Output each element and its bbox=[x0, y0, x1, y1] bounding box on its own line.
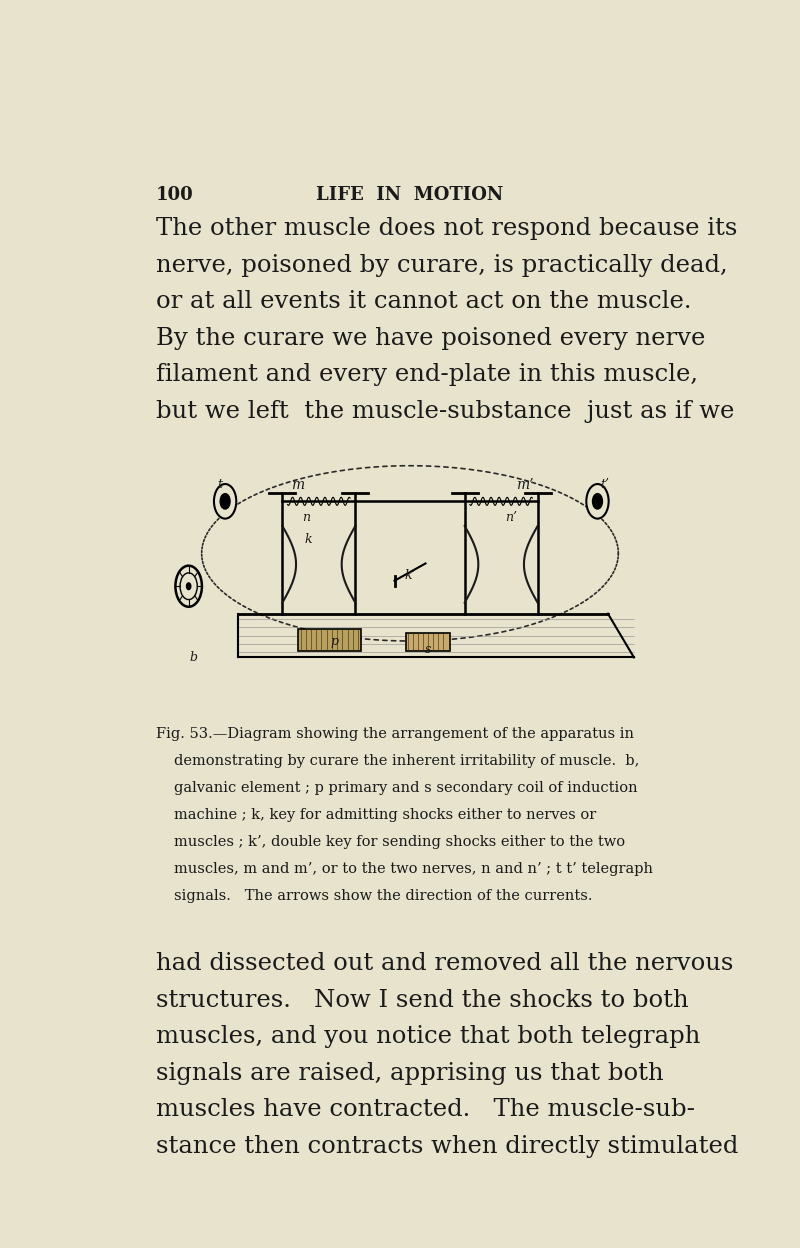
Text: filament and every end-plate in this muscle,: filament and every end-plate in this mus… bbox=[156, 363, 698, 386]
Text: Fig. 53.—Diagram showing the arrangement of the apparatus in: Fig. 53.—Diagram showing the arrangement… bbox=[156, 728, 634, 741]
Text: nerve, poisoned by curare, is practically dead,: nerve, poisoned by curare, is practicall… bbox=[156, 253, 727, 277]
Text: had dissected out and removed all the nervous: had dissected out and removed all the ne… bbox=[156, 952, 733, 975]
Text: muscles have contracted.   The muscle-sub-: muscles have contracted. The muscle-sub- bbox=[156, 1098, 694, 1121]
Text: t: t bbox=[218, 478, 222, 492]
Text: demonstrating by curare the inherent irritability of muscle.  b,: demonstrating by curare the inherent irr… bbox=[174, 754, 640, 769]
Text: galvanic element ; p primary and s secondary coil of induction: galvanic element ; p primary and s secon… bbox=[174, 781, 638, 795]
Text: signals are raised, apprising us that both: signals are raised, apprising us that bo… bbox=[156, 1062, 663, 1085]
Circle shape bbox=[186, 583, 191, 589]
Circle shape bbox=[214, 484, 236, 519]
Text: muscles, and you notice that both telegraph: muscles, and you notice that both telegr… bbox=[156, 1025, 700, 1048]
Bar bbox=[143, 439, 677, 723]
Text: t’: t’ bbox=[601, 478, 610, 492]
Text: structures.   Now I send the shocks to both: structures. Now I send the shocks to bot… bbox=[156, 988, 689, 1012]
Circle shape bbox=[180, 573, 198, 599]
Text: b: b bbox=[190, 651, 198, 664]
Circle shape bbox=[593, 494, 602, 509]
Text: k: k bbox=[305, 533, 312, 547]
Text: LIFE  IN  MOTION: LIFE IN MOTION bbox=[316, 186, 504, 205]
Text: signals.   The arrows show the direction of the currents.: signals. The arrows show the direction o… bbox=[174, 889, 593, 902]
Text: or at all events it cannot act on the muscle.: or at all events it cannot act on the mu… bbox=[156, 290, 691, 313]
Text: 100: 100 bbox=[156, 186, 194, 205]
Text: By the curare we have poisoned every nerve: By the curare we have poisoned every ner… bbox=[156, 327, 705, 349]
Text: m’: m’ bbox=[516, 478, 534, 492]
Bar bbox=[406, 634, 450, 651]
Text: k’: k’ bbox=[404, 569, 416, 582]
Text: muscles, m and m’, or to the two nerves, n and n’ ; t t’ telegraph: muscles, m and m’, or to the two nerves,… bbox=[174, 862, 654, 876]
Text: n: n bbox=[302, 512, 310, 524]
Circle shape bbox=[220, 494, 230, 509]
Text: m: m bbox=[291, 478, 305, 492]
Text: s: s bbox=[425, 643, 431, 655]
Text: stance then contracts when directly stimulated: stance then contracts when directly stim… bbox=[156, 1134, 738, 1158]
Text: n’: n’ bbox=[506, 512, 518, 524]
Circle shape bbox=[586, 484, 609, 519]
Text: p: p bbox=[330, 634, 338, 648]
Text: The other muscle does not respond because its: The other muscle does not respond becaus… bbox=[156, 217, 737, 240]
Text: machine ; k, key for admitting shocks either to nerves or: machine ; k, key for admitting shocks ei… bbox=[174, 807, 597, 822]
Text: muscles ; k’, double key for sending shocks either to the two: muscles ; k’, double key for sending sho… bbox=[174, 835, 626, 849]
Bar bbox=[298, 629, 361, 650]
Circle shape bbox=[175, 565, 202, 607]
Text: but we left  the muscle-substance  just as if we: but we left the muscle-substance just as… bbox=[156, 399, 734, 423]
